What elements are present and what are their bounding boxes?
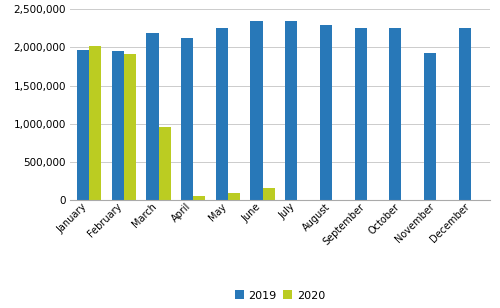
- Bar: [89, 46, 101, 200]
- Bar: [124, 54, 136, 200]
- Bar: [250, 21, 262, 200]
- Bar: [228, 193, 240, 200]
- Bar: [320, 25, 332, 200]
- Bar: [390, 28, 402, 200]
- Bar: [146, 33, 158, 200]
- Bar: [193, 197, 205, 200]
- Bar: [77, 51, 89, 200]
- Legend: 2019, 2020: 2019, 2020: [230, 286, 330, 305]
- Bar: [354, 28, 367, 200]
- Bar: [158, 127, 170, 200]
- Bar: [459, 28, 471, 200]
- Bar: [216, 28, 228, 200]
- Bar: [285, 22, 298, 200]
- Bar: [424, 53, 436, 200]
- Bar: [181, 38, 193, 200]
- Bar: [112, 51, 124, 200]
- Bar: [262, 188, 275, 200]
